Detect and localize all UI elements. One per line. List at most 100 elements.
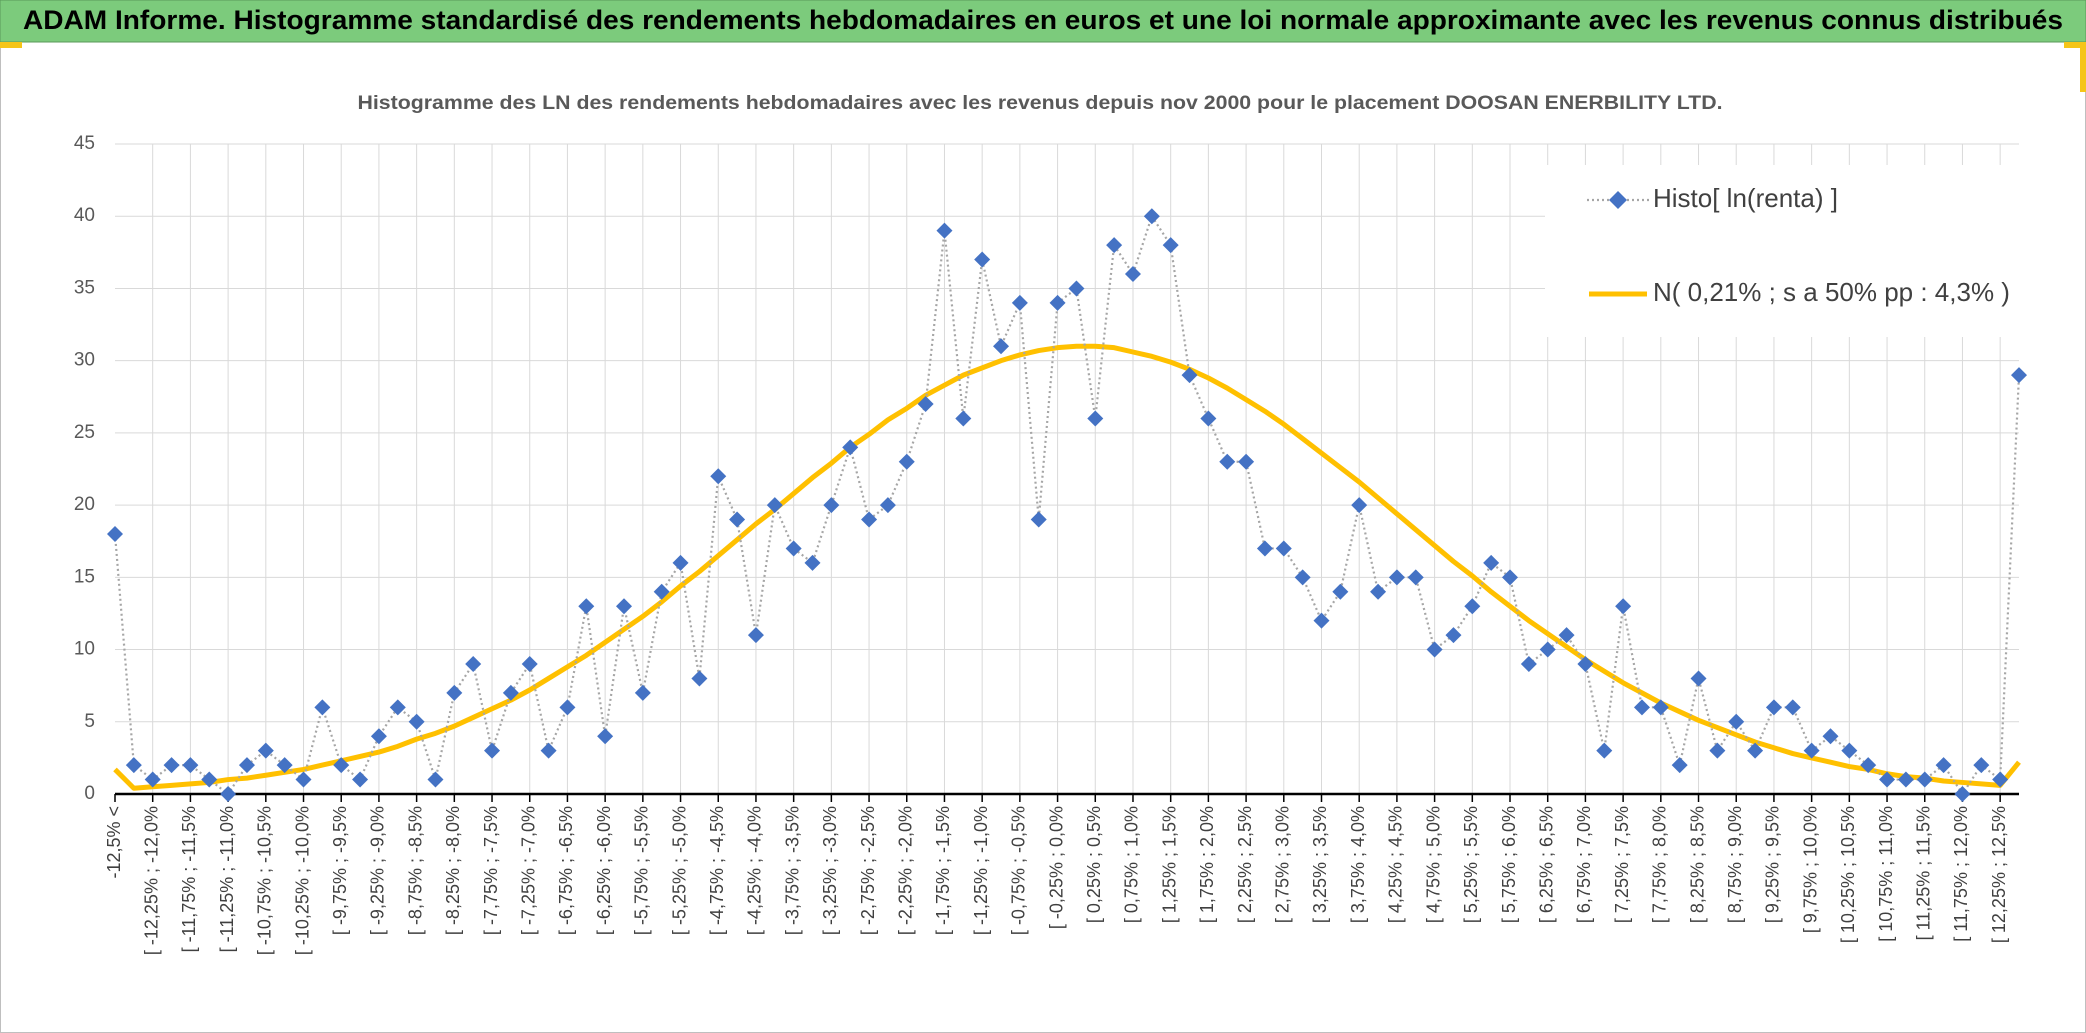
marker bbox=[615, 598, 632, 615]
marker bbox=[804, 554, 821, 571]
y-tick-label: 10 bbox=[74, 639, 95, 660]
marker bbox=[1558, 627, 1575, 644]
x-tick-label: [ 1,75% ; 2,0% bbox=[1197, 806, 1217, 923]
marker bbox=[446, 684, 463, 701]
marker bbox=[1407, 569, 1424, 586]
marker bbox=[1671, 757, 1688, 774]
x-tick-label: [ -6,75% ; -6,5% bbox=[556, 806, 576, 935]
x-tick-label: [ -3,75% ; -3,5% bbox=[782, 806, 802, 935]
marker bbox=[1577, 656, 1594, 672]
marker bbox=[1765, 699, 1782, 716]
x-tick-label: [ 5,25% ; 5,5% bbox=[1461, 806, 1481, 923]
marker bbox=[1520, 656, 1537, 672]
marker bbox=[389, 699, 406, 716]
marker bbox=[201, 771, 218, 788]
marker bbox=[917, 396, 934, 412]
marker bbox=[314, 699, 331, 716]
marker bbox=[1313, 612, 1330, 629]
marker bbox=[1803, 742, 1820, 759]
y-tick-label: 40 bbox=[74, 205, 95, 226]
chart-title: Histogramme des LN des rendements hebdom… bbox=[358, 93, 1723, 114]
marker bbox=[936, 222, 953, 239]
y-tick-label: 25 bbox=[74, 422, 95, 443]
corner bbox=[2080, 42, 2086, 92]
marker bbox=[898, 453, 915, 470]
marker bbox=[1879, 771, 1896, 788]
marker bbox=[1219, 453, 1236, 470]
marker bbox=[729, 511, 746, 528]
legend: Histo[ ln(renta) ] N( 0,21% ; s a 50% pp … bbox=[1545, 165, 2025, 337]
marker bbox=[1690, 670, 1707, 687]
marker bbox=[1332, 583, 1349, 600]
y-tick-label: 45 bbox=[74, 133, 95, 154]
marker bbox=[710, 468, 727, 485]
x-tick-label: [ 3,75% ; 4,0% bbox=[1348, 806, 1368, 923]
marker bbox=[823, 497, 840, 514]
marker bbox=[1143, 208, 1160, 225]
marker bbox=[634, 684, 651, 701]
x-tick-label: [ -10,25% ; -10,0% bbox=[292, 806, 312, 955]
marker bbox=[766, 497, 783, 514]
marker bbox=[333, 757, 350, 774]
x-tick-label: [ 5,75% ; 6,0% bbox=[1499, 806, 1519, 923]
marker bbox=[1294, 569, 1311, 586]
y-tick-label: 35 bbox=[74, 277, 95, 298]
marker bbox=[1822, 728, 1839, 745]
marker bbox=[559, 699, 576, 716]
marker bbox=[484, 742, 501, 759]
x-tick-label: [ 4,25% ; 4,5% bbox=[1386, 806, 1406, 923]
marker bbox=[1068, 280, 1085, 297]
marker bbox=[879, 497, 896, 514]
marker bbox=[578, 598, 595, 615]
marker bbox=[144, 771, 161, 788]
marker bbox=[653, 583, 670, 600]
x-tick-label: [ -8,75% ; -8,5% bbox=[405, 806, 425, 935]
marker bbox=[1445, 627, 1462, 644]
marker bbox=[502, 684, 519, 701]
marker bbox=[672, 554, 689, 571]
marker bbox=[1049, 294, 1066, 311]
marker bbox=[1275, 540, 1292, 557]
x-tick-label: [ 8,75% ; 9,0% bbox=[1725, 806, 1745, 923]
marker bbox=[1181, 367, 1198, 384]
x-tick-label: [ -10,75% ; -10,5% bbox=[255, 806, 275, 955]
marker bbox=[1370, 583, 1387, 600]
marker bbox=[370, 728, 387, 745]
x-tick-label: [ 11,75% ; 12,0% bbox=[1951, 806, 1971, 942]
x-tick-label: [ -5,25% ; -5,0% bbox=[669, 806, 689, 935]
marker bbox=[1992, 771, 2009, 788]
marker bbox=[125, 757, 142, 774]
x-tick-label: [ 9,25% ; 9,5% bbox=[1763, 806, 1783, 923]
x-tick-label: [ 12,25% ; 12,5% bbox=[1989, 806, 2009, 943]
marker bbox=[1087, 410, 1104, 427]
x-tick-label: [ 0,25% ; 0,5% bbox=[1084, 806, 1104, 923]
marker bbox=[1464, 598, 1481, 615]
marker bbox=[257, 742, 274, 759]
marker bbox=[1784, 699, 1801, 716]
marker bbox=[1539, 641, 1556, 658]
marker bbox=[1860, 757, 1877, 774]
grid: 0 5 10 15 20 25 30 35 40 45 -12,5% < [ -12,25% ; -1… bbox=[74, 133, 2019, 955]
x-tick-label: [ -5,75% ; -5,5% bbox=[632, 806, 652, 935]
marker bbox=[1256, 540, 1273, 557]
marker bbox=[465, 656, 482, 672]
x-tick-label: [ 7,25% ; 7,5% bbox=[1612, 806, 1632, 923]
marker bbox=[1124, 266, 1141, 282]
x-tick-label: [ -11,75% ; -11,5% bbox=[179, 806, 199, 952]
y-tick-label: 15 bbox=[74, 566, 95, 587]
marker bbox=[408, 713, 425, 730]
marker bbox=[1162, 237, 1179, 254]
corner bbox=[2064, 42, 2086, 48]
marker bbox=[1709, 742, 1726, 759]
series-line bbox=[113, 213, 2021, 797]
series-line bbox=[113, 343, 2021, 791]
x-tick-label: -12,5% < bbox=[104, 806, 124, 879]
marker bbox=[276, 757, 293, 774]
x-tick-label: [ 10,75% ; 11,0% bbox=[1876, 806, 1896, 942]
x-tick-label: [ -7,75% ; -7,5% bbox=[481, 806, 501, 935]
marker bbox=[1973, 757, 1990, 774]
marker bbox=[1916, 771, 1933, 788]
y-tick-label: 5 bbox=[84, 711, 95, 732]
legend-box bbox=[1545, 165, 2025, 337]
